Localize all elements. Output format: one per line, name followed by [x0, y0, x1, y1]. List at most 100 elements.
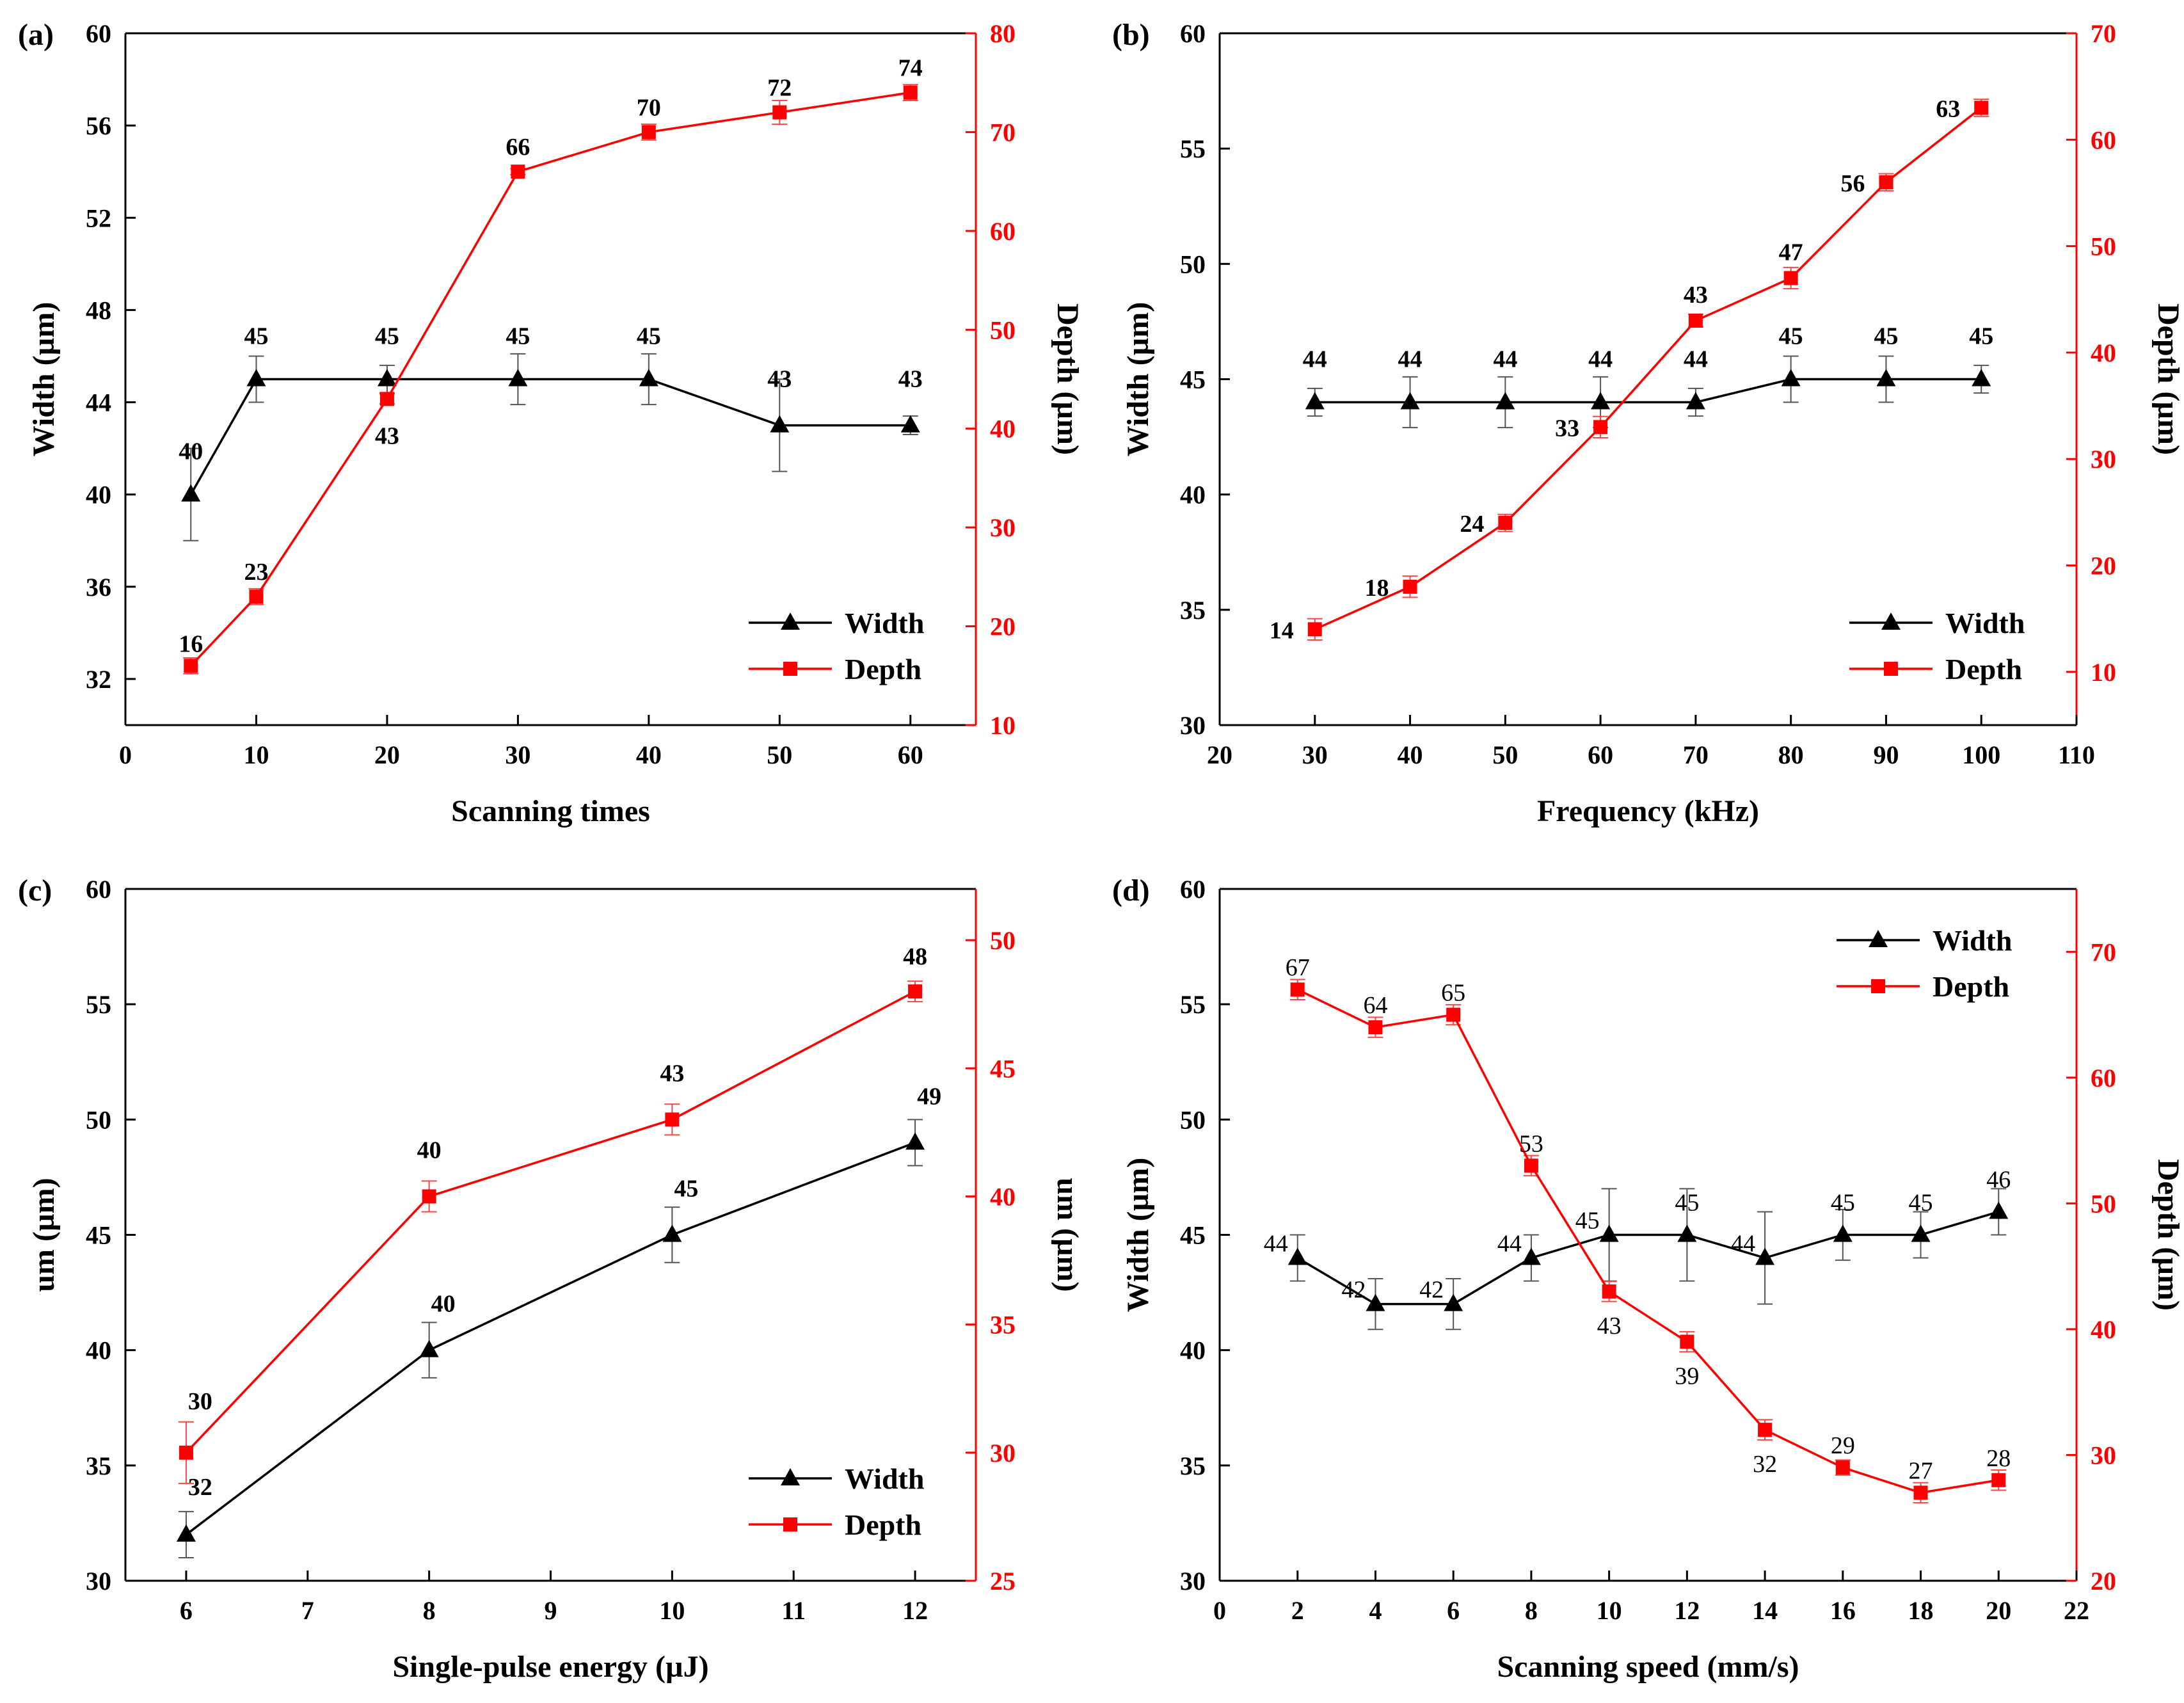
- x-tick-label: 100: [1962, 740, 2000, 769]
- data-label: 53: [1519, 1130, 1543, 1157]
- width-marker: [905, 1132, 925, 1150]
- y2-tick-label: 50: [990, 316, 1016, 344]
- width-marker: [1305, 392, 1325, 410]
- legend-marker: [1881, 612, 1901, 630]
- y2-tick-label: 30: [990, 513, 1016, 542]
- y-tick-label: 48: [86, 296, 111, 324]
- width-marker: [1755, 1247, 1775, 1265]
- x-axis-title: Single-pulse energy (µJ): [392, 1650, 708, 1684]
- legend-marker: [1884, 662, 1898, 676]
- width-marker: [1521, 1247, 1541, 1265]
- data-label: 14: [1270, 617, 1294, 644]
- x-tick-label: 10: [243, 740, 269, 769]
- data-label: 43: [375, 422, 399, 449]
- depth-marker: [1602, 1284, 1616, 1299]
- x-tick-label: 0: [119, 740, 132, 769]
- depth-marker: [249, 589, 264, 604]
- width-marker: [508, 369, 528, 387]
- data-label: 65: [1441, 980, 1465, 1007]
- data-label: 45: [244, 323, 268, 350]
- y2-tick-label: 45: [990, 1054, 1016, 1083]
- legend-marker: [1869, 930, 1888, 947]
- y2-tick-label: 10: [2091, 658, 2116, 687]
- y2-tick-label: 60: [2091, 1064, 2116, 1092]
- data-label: 45: [1779, 323, 1803, 350]
- width-marker: [1444, 1293, 1463, 1311]
- data-label: 45: [1575, 1208, 1600, 1235]
- y2-tick-label: 20: [990, 612, 1016, 641]
- y2-tick-label: 80: [990, 19, 1016, 48]
- depth-marker: [1783, 271, 1798, 285]
- x-axis-title: Scanning speed (mm/s): [1497, 1650, 1799, 1684]
- data-label: 29: [1831, 1432, 1855, 1459]
- data-label: 45: [1969, 323, 1993, 350]
- y-tick-label: 35: [86, 1451, 111, 1480]
- y2-axis-title: um (µm): [1051, 1178, 1085, 1291]
- series-line-depth: [185, 990, 916, 1454]
- data-label: 63: [1936, 95, 1960, 122]
- data-label: 43: [1597, 1313, 1622, 1339]
- y2-axis-title: Depth (µm): [2151, 1159, 2184, 1311]
- x-tick-label: 6: [1447, 1596, 1460, 1625]
- width-marker: [1599, 1224, 1619, 1242]
- y-tick-label: 40: [86, 1336, 111, 1365]
- depth-marker: [1368, 1020, 1383, 1035]
- x-tick-label: 4: [1369, 1596, 1382, 1625]
- width-marker: [1686, 392, 1705, 410]
- legend-marker: [781, 612, 800, 630]
- y2-tick-label: 30: [2091, 1441, 2116, 1469]
- x-tick-label: 12: [1674, 1596, 1700, 1625]
- depth-marker: [184, 659, 198, 673]
- data-label: 43: [660, 1060, 684, 1087]
- depth-marker: [1446, 1007, 1461, 1022]
- legend-marker: [1871, 979, 1885, 993]
- depth-marker: [1879, 175, 1893, 189]
- y2-tick-label: 40: [990, 415, 1016, 444]
- width-marker: [181, 484, 201, 502]
- data-label: 47: [1779, 239, 1803, 266]
- depth-marker: [1688, 314, 1703, 328]
- x-tick-label: 70: [1683, 740, 1709, 769]
- y-tick-label: 32: [86, 665, 111, 694]
- data-label: 42: [1341, 1277, 1366, 1304]
- y2-tick-label: 20: [2091, 1567, 2116, 1595]
- depth-marker: [422, 1189, 436, 1204]
- y-tick-label: 50: [1180, 250, 1206, 278]
- x-tick-label: 8: [423, 1596, 436, 1625]
- width-marker: [662, 1224, 682, 1242]
- data-label: 45: [375, 323, 399, 350]
- width-marker: [1591, 392, 1611, 410]
- y-tick-label: 45: [1180, 1221, 1206, 1250]
- data-label: 33: [1555, 415, 1579, 442]
- x-tick-label: 60: [1588, 740, 1613, 769]
- depth-marker: [1680, 1334, 1694, 1349]
- x-tick-label: 90: [1873, 740, 1899, 769]
- depth-marker: [379, 392, 394, 406]
- width-marker: [1989, 1201, 2009, 1219]
- x-tick-label: 7: [301, 1596, 314, 1625]
- y-tick-label: 60: [86, 875, 111, 904]
- y-axis-title: Width (µm): [1121, 1158, 1155, 1312]
- y2-tick-label: 70: [990, 118, 1016, 147]
- y2-tick-label: 30: [990, 1439, 1016, 1467]
- depth-marker: [1593, 420, 1608, 435]
- data-label: 42: [1419, 1277, 1444, 1304]
- x-tick-label: 110: [2058, 740, 2095, 769]
- width-marker: [770, 415, 790, 433]
- data-label: 45: [674, 1176, 698, 1203]
- data-label: 44: [1588, 346, 1613, 373]
- x-tick-label: 20: [1207, 740, 1232, 769]
- y-tick-label: 45: [86, 1221, 111, 1250]
- x-tick-label: 8: [1525, 1596, 1538, 1625]
- legend-marker: [783, 1517, 797, 1531]
- y-tick-label: 56: [86, 111, 111, 140]
- y-tick-label: 52: [86, 204, 111, 232]
- y-tick-label: 50: [1180, 1105, 1206, 1134]
- width-marker: [1400, 392, 1420, 410]
- data-label: 45: [506, 323, 530, 350]
- depth-marker: [179, 1445, 193, 1460]
- width-marker: [1781, 369, 1801, 387]
- y-tick-label: 35: [1180, 596, 1206, 625]
- data-label: 44: [1684, 346, 1708, 373]
